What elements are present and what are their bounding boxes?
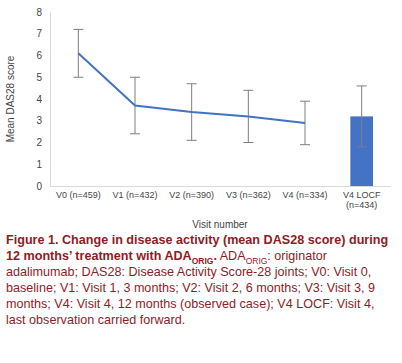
y-tick: 7 (36, 28, 50, 39)
y-tick: 1 (36, 159, 50, 170)
x-tick-label: V1 (n=432) (113, 190, 158, 200)
x-tick-label: V3 (n=362) (226, 190, 271, 200)
error-cap (187, 83, 197, 84)
error-cap (73, 29, 83, 30)
subscript: ORIG (246, 256, 268, 266)
error-cap (243, 142, 253, 143)
error-cap (300, 101, 310, 102)
y-tick-label: 4 (36, 94, 42, 105)
line (78, 53, 305, 123)
x-tick-label: V4 LOCF(n=434) (343, 190, 381, 210)
error-bars (357, 86, 367, 147)
caption-title: Figure 1. Change in disease activity (me… (6, 233, 388, 263)
y-tick-label: 1 (36, 159, 42, 170)
y-axis-title: Mean DAS28 score (5, 55, 16, 142)
error-cap (130, 77, 140, 78)
x-axis-title: Visit number (192, 219, 248, 230)
y-tick-label: 8 (36, 7, 42, 18)
y-tick: 6 (36, 50, 50, 61)
y-tick-label: 2 (36, 137, 42, 148)
subscript: ORIG (192, 256, 214, 266)
plot: 012345678V0 (n=459)V1 (n=432)V2 (n=390)V… (36, 7, 390, 211)
x-tick: V3 (n=362) (226, 186, 271, 200)
x-tick: V0 (n=459) (56, 186, 101, 200)
error-cap (300, 144, 310, 145)
y-tick: 3 (36, 115, 50, 126)
chart: 012345678V0 (n=459)V1 (n=432)V2 (n=390)V… (0, 0, 402, 232)
x-tick: V4 LOCF(n=434) (343, 186, 381, 210)
y-axis-line (50, 13, 51, 187)
x-axis-line (51, 186, 391, 187)
caption-text: . (213, 249, 217, 263)
error-bar (357, 86, 367, 147)
error-cap (243, 90, 253, 91)
error-cap (357, 85, 367, 86)
error-bars (73, 29, 310, 144)
x-tick: V4 (n=334) (283, 186, 328, 200)
error-cap (73, 77, 83, 78)
y-tick-label: 6 (36, 50, 42, 61)
x-tick-label: V4 (n=334) (283, 190, 328, 200)
error-cap (130, 133, 140, 134)
x-tick: V1 (n=432) (113, 186, 158, 200)
y-tick: 4 (36, 94, 50, 105)
error-cap (187, 140, 197, 141)
y-tick: 5 (36, 72, 50, 83)
x-tick-label: V0 (n=459) (56, 190, 101, 200)
y-tick-label: 7 (36, 28, 42, 39)
caption-text: ADA (220, 249, 246, 263)
x-tick-label: V2 (n=390) (169, 190, 214, 200)
space (217, 249, 220, 263)
error-stem (361, 86, 362, 147)
y-tick-label: 5 (36, 72, 42, 83)
y-tick: 8 (36, 7, 50, 18)
y-tick: 0 (36, 181, 50, 192)
y-tick-label: 0 (36, 181, 42, 192)
error-cap (357, 146, 367, 147)
x-tick: V2 (n=390) (169, 186, 214, 200)
x-axis: V0 (n=459) V1 (n=432) V2 (n=390) V3 (n=362)… (51, 186, 391, 210)
marks (73, 29, 373, 186)
y-tick-label: 3 (36, 115, 42, 126)
caption: Figure 1. Change in disease activity (me… (0, 232, 402, 328)
y-tick: 2 (36, 137, 50, 148)
y-axis: 0 1 2 3 4 5 6 7 8 (36, 7, 50, 192)
